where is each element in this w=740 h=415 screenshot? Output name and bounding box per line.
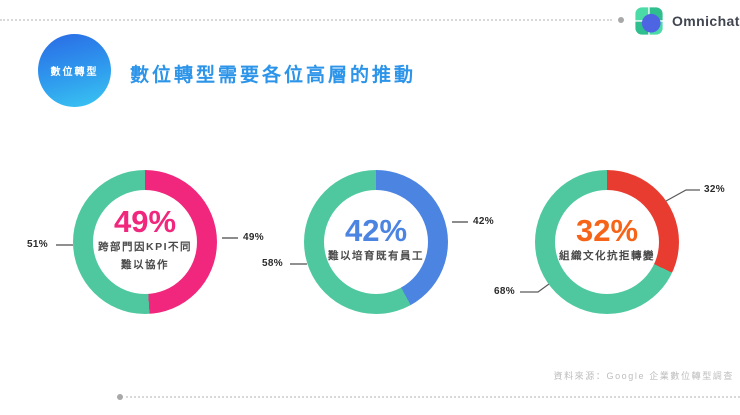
bottom-dotted-divider xyxy=(126,396,740,398)
callout-label: 32% xyxy=(704,184,725,195)
page-title: 數位轉型需要各位高層的推動 xyxy=(130,65,417,86)
donut-center: 32% 組織文化抗拒轉變 xyxy=(535,170,679,314)
callout-label: 58% xyxy=(262,258,283,269)
donut-center-value: 49% xyxy=(113,203,177,239)
donut-hole xyxy=(93,190,197,294)
donut-center-label: 難以培育既有員工 xyxy=(328,249,424,262)
callout-label: 49% xyxy=(243,232,264,243)
donut-center-value: 42% xyxy=(344,212,408,248)
donut-chart-culture-resistance: 32% 組織文化抗拒轉變 xyxy=(535,170,679,314)
callout-label: 51% xyxy=(27,239,48,250)
bottom-divider-start-dot xyxy=(117,394,123,400)
brand-logo: Omnichat xyxy=(633,5,740,37)
data-source-note: 資料來源：Google 企業數位轉型調查 xyxy=(553,371,734,381)
section-badge-label: 數位轉型 xyxy=(50,67,99,78)
callout-label: 42% xyxy=(473,216,494,227)
omnichat-logo-icon xyxy=(634,6,664,36)
top-dotted-divider xyxy=(0,19,612,21)
top-divider-end-dot xyxy=(618,17,624,23)
donut-center-label: 組織文化抗拒轉變 xyxy=(559,249,655,262)
donut-center: 42% 難以培育既有員工 xyxy=(304,170,448,314)
donut-hole xyxy=(555,190,659,294)
donut-chart-employee-training: 42% 難以培育既有員工 xyxy=(304,170,448,314)
donut-center-label: 難以協作 xyxy=(121,258,169,271)
callout-label: 68% xyxy=(494,286,515,297)
donut-center-value: 32% xyxy=(575,212,639,248)
donut-center: 49% 跨部門因KPI不同 難以協作 xyxy=(73,170,217,314)
section-badge: 數位轉型 xyxy=(38,34,111,107)
donut-chart-kpi-collaboration: 49% 跨部門因KPI不同 難以協作 xyxy=(73,170,217,314)
brand-name: Omnichat xyxy=(672,13,740,29)
donut-center-label: 跨部門因KPI不同 xyxy=(97,240,192,253)
donut-hole xyxy=(324,190,428,294)
